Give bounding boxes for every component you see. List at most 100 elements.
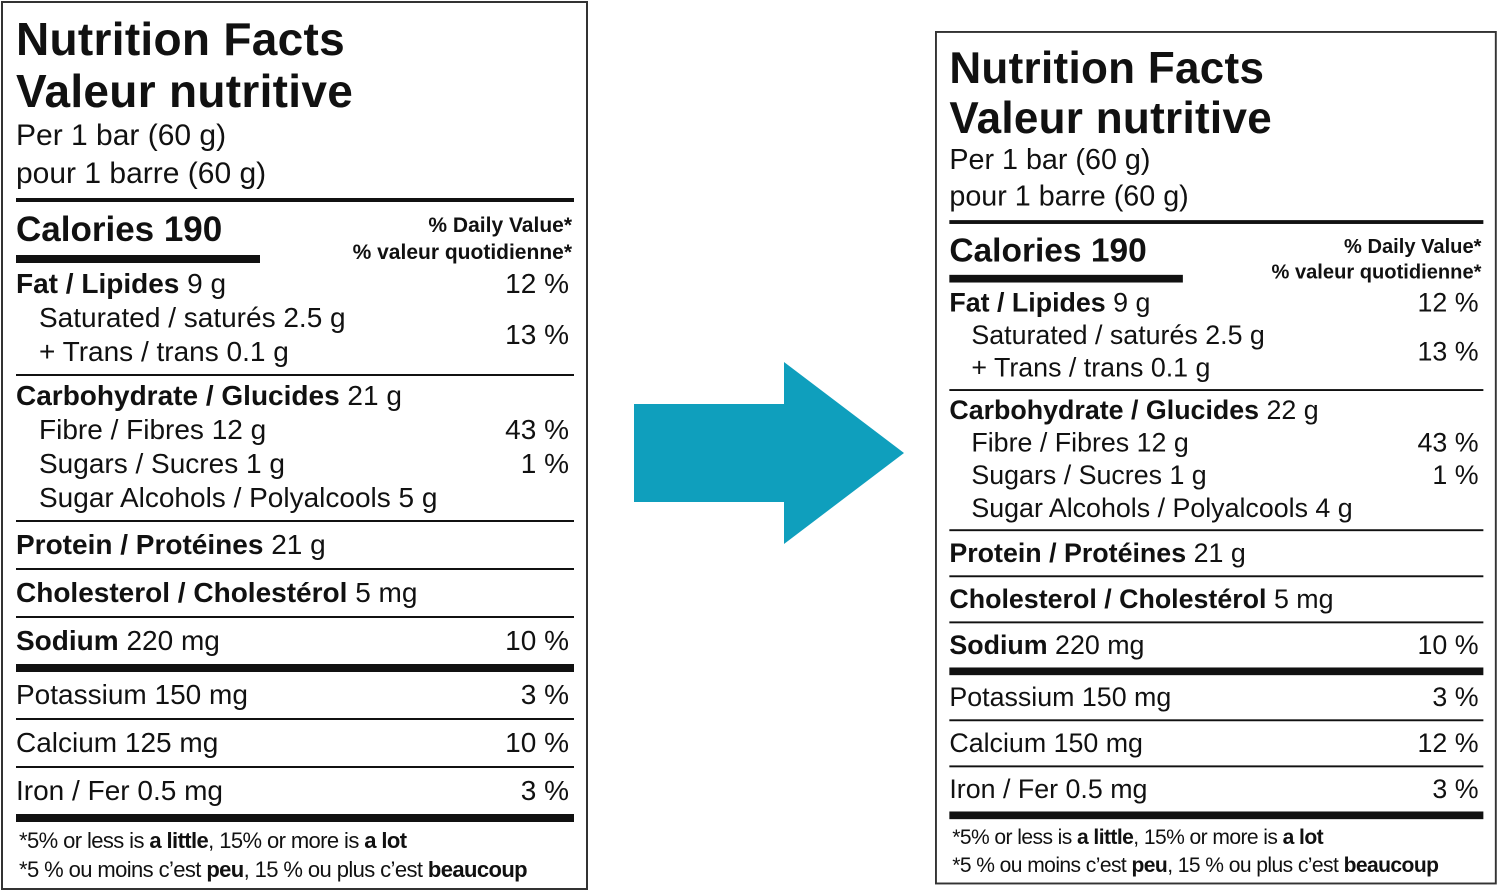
nutrient-name: Cholesterol / Cholestérol — [16, 577, 348, 608]
divider — [949, 220, 1484, 224]
footnote: *5% or less is a little, 15% or more is … — [949, 819, 1483, 879]
nutrition-label-original: Nutrition Facts Valeur nutritive Per 1 b… — [1, 1, 588, 890]
daily-value: 12 % — [1417, 287, 1479, 318]
divider — [949, 389, 1484, 391]
nutrient-row-fat: Fat / Lipides 9 g 12 % — [949, 286, 1483, 319]
nutrition-label-updated: Nutrition Facts Valeur nutritive Per 1 b… — [935, 31, 1497, 885]
nutrient-name: Fat / Lipides — [949, 287, 1106, 318]
sat-trans-group: Saturated / saturés 2.5 g + Trans / trans… — [949, 319, 1483, 384]
nutrient-name: Sugars / Sucres 1 g — [39, 448, 285, 479]
daily-value: 10 % — [505, 727, 569, 758]
nutrient-row-fibre: Fibre / Fibres 12 g 43 % — [949, 427, 1483, 460]
nutrient-row-iron: Iron / Fer 0.5 mg 3 % — [16, 768, 574, 814]
nutrient-name: Calcium 150 mg — [949, 727, 1143, 758]
divider — [949, 621, 1484, 624]
nutrient-amount: 220 mg — [126, 625, 220, 656]
title-fr: Valeur nutritive — [949, 92, 1272, 143]
daily-value: 1 % — [520, 448, 569, 479]
nutrient-amount: 5 mg — [1273, 583, 1334, 614]
divider — [16, 568, 574, 570]
daily-value: 3 % — [1432, 681, 1479, 712]
daily-value: 1 % — [1432, 460, 1479, 490]
nutrient-row-fibre: Fibre / Fibres 12 g 43 % — [16, 413, 574, 447]
nutrient-name: Sugar Alcohols / Polyalcools 4 g — [971, 492, 1353, 523]
nutrient-name: Fat / Lipides — [16, 268, 180, 299]
nutrient-name: Potassium 150 mg — [16, 679, 248, 710]
fat-block: Fat / Lipides 9 g 12 % Saturated / satur… — [949, 283, 1483, 389]
footnote-text: , 15% or more is — [208, 828, 365, 853]
nutrient-amount: 9 g — [1113, 287, 1151, 318]
footnote-foot1: *5% or less is a little, 15% or more is … — [952, 823, 1483, 851]
daily-value: 12 % — [505, 268, 569, 299]
nutrient-name: Carbohydrate / Glucides — [16, 380, 340, 411]
divider — [16, 766, 574, 768]
sat-trans-group: Saturated / saturés 2.5 g + Trans / trans… — [16, 301, 574, 369]
nutrient-row-protein: Protein / Protéines 21 g — [949, 531, 1483, 575]
footnote-bold: peu — [206, 857, 244, 882]
daily-value: 13 % — [505, 319, 569, 350]
nutrient-name: Iron / Fer 0.5 mg — [16, 775, 223, 806]
daily-value-header: % Daily Value* % valeur quotidienne* — [353, 212, 572, 266]
divider-thick — [949, 667, 1484, 676]
divider — [16, 718, 574, 720]
daily-value-header: % Daily Value* % valeur quotidienne* — [1272, 234, 1482, 286]
daily-value: 43 % — [505, 414, 569, 445]
daily-value: 12 % — [1417, 727, 1479, 758]
nutrient-name: Calcium 125 mg — [16, 727, 219, 758]
calories: Calories 190 — [949, 231, 1147, 270]
daily-value: 13 % — [1417, 336, 1479, 367]
nutrient-row-fat: Fat / Lipides 9 g 12 % — [16, 267, 574, 301]
nutrient-name: Potassium 150 mg — [949, 681, 1172, 712]
footnote-foot2: *5 % ou moins c’est peu, 15 % ou plus c’… — [952, 851, 1483, 879]
divider-thick — [16, 664, 574, 672]
daily-value: 43 % — [1417, 427, 1479, 458]
nutrient-name: Sodium — [16, 625, 119, 656]
nutrient-name: Protein / Protéines — [949, 537, 1187, 568]
footnote-bold: beaucoup — [427, 857, 528, 882]
title-fr: Valeur nutritive — [16, 65, 354, 117]
nutrient-row-cholesterol: Cholesterol / Cholestérol 5 mg — [949, 577, 1483, 621]
nutrient-name: Saturated / saturés 2.5 g — [39, 302, 346, 333]
nutrient-row-sodium: Sodium 220 mg 10 % — [949, 623, 1483, 667]
divider-thick — [949, 811, 1484, 820]
nutrient-row-sugars: Sugars / Sucres 1 g 1 % — [16, 447, 574, 481]
nutrient-name: Sodium — [949, 630, 1048, 660]
nutrient-row-carb: Carbohydrate / Glucides 22 g — [949, 394, 1483, 427]
dv-header-en: % Daily Value* — [1344, 235, 1482, 258]
daily-value: 3 % — [520, 679, 569, 710]
calories: Calories 190 — [16, 210, 223, 249]
nutrient-amount: 21 g — [1193, 537, 1246, 568]
footnote-bold: a lot — [1282, 824, 1324, 849]
footnote-text: *5% or less is — [19, 828, 150, 853]
serving-en: Per 1 bar (60 g) — [16, 119, 227, 152]
nutrient-row-protein: Protein / Protéines 21 g — [16, 522, 574, 568]
footnote-text: *5 % ou moins c’est — [19, 857, 207, 882]
nutrient-amount: 21 g — [271, 529, 326, 560]
serving-en: Per 1 bar (60 g) — [949, 144, 1151, 176]
dv-header-en: % Daily Value* — [428, 214, 572, 237]
carb-block: Carbohydrate / Glucides 22 g Fibre / Fib… — [949, 391, 1483, 529]
daily-value: 10 % — [1417, 630, 1479, 660]
serving-fr: pour 1 barre (60 g) — [16, 157, 267, 190]
footnote-bold: a lot — [364, 828, 407, 853]
footnote: *5% or less is a little, 15% or more is … — [16, 822, 574, 884]
footnote-text: *5 % ou moins c’est — [952, 852, 1132, 877]
nutrient-amount: 9 g — [187, 268, 227, 299]
nutrient-name: Fibre / Fibres 12 g — [971, 427, 1189, 458]
calories-underline — [16, 255, 260, 263]
nutrient-row-sodium: Sodium 220 mg 10 % — [16, 618, 574, 664]
serving-fr: pour 1 barre (60 g) — [949, 180, 1189, 213]
footnote-text: *5% or less is — [952, 824, 1078, 849]
nutrient-name: Fibre / Fibres 12 g — [39, 414, 267, 445]
divider — [949, 529, 1484, 532]
nutrient-row-cholesterol: Cholesterol / Cholestérol 5 mg — [16, 570, 574, 616]
dv-header-fr: % valeur quotidienne* — [352, 241, 572, 264]
divider — [16, 616, 574, 618]
nutrient-row-iron: Iron / Fer 0.5 mg 3 % — [949, 767, 1483, 811]
nutrient-name: Sugar Alcohols / Polyalcools 5 g — [39, 482, 438, 513]
footnote-bold: a little — [149, 828, 209, 853]
footnote-bold: a little — [1077, 824, 1134, 849]
nutrient-amount: 5 mg — [355, 577, 418, 608]
footnote-foot1: *5% or less is a little, 15% or more is … — [19, 826, 574, 855]
nutrient-row-alcohols: Sugar Alcohols / Polyalcools 5 g — [16, 481, 574, 515]
